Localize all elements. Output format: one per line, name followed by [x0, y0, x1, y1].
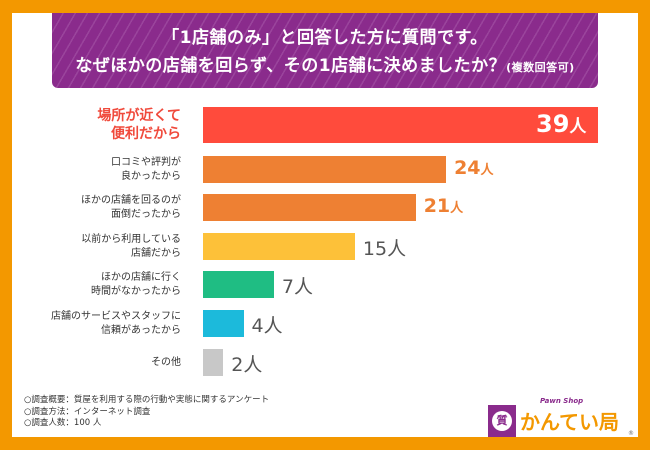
survey-note: ○調査人数：100 人 [24, 418, 102, 428]
chart-panel: 「1店舗のみ」と回答した方に質問です。 なぜほかの店舗を回らず、その1店舗に決め… [12, 13, 638, 437]
category-label: その他 [151, 356, 181, 368]
bar [203, 194, 416, 221]
value-number: 15 [362, 238, 388, 260]
category-label: 口コミや評判が 良かったから [111, 156, 181, 182]
value-label: 4人 [252, 311, 283, 338]
value-unit: 人 [480, 163, 494, 178]
bar [203, 156, 447, 183]
value-label: 39人 [536, 110, 586, 138]
pawn-icon: 質 [492, 411, 512, 431]
registered-mark: ® [628, 430, 634, 437]
value-unit: 人 [387, 238, 407, 260]
category-label: 店舗のサービスやスタッフに 信頼があったから [51, 310, 181, 336]
value-unit: 人 [293, 276, 313, 298]
logo-subtitle: Pawn Shop [540, 397, 584, 405]
question-banner: 「1店舗のみ」と回答した方に質問です。 なぜほかの店舗を回らず、その1店舗に決め… [52, 13, 598, 88]
value-label: 21人 [424, 195, 463, 217]
bar [203, 310, 244, 337]
multiple-answer-note: (複数回答可) [506, 61, 575, 74]
bar [203, 349, 224, 376]
value-number: 21 [423, 195, 451, 217]
bar [203, 233, 355, 260]
survey-notes: ○調査概要：質屋を利用する際の行動や実態に関するアンケート ○調査方法：インター… [24, 395, 269, 430]
question-text: なぜほかの店舗を回らず、その1店舗に決めましたか？ [75, 56, 507, 76]
bar [203, 107, 598, 143]
category-label: ほかの店舗を回るのが 面倒だったから [81, 194, 181, 220]
question-line-1: 「1店舗のみ」と回答した方に質問です。 [162, 28, 488, 48]
value-label: 2人 [231, 350, 262, 377]
bar [203, 271, 274, 298]
category-label: 以前から利用している 店舗だから [81, 233, 181, 259]
survey-note: ○調査方法：インターネット調査 [24, 406, 151, 417]
logo-badge: 質 [488, 405, 516, 437]
category-label: ほかの店舗に行く 時間がなかったから [91, 271, 181, 297]
value-unit: 人 [263, 315, 283, 337]
value-number: 7 [281, 276, 294, 298]
logo-name: かんてい局 [520, 410, 619, 434]
value-number: 2 [231, 354, 244, 376]
value-label: 24人 [454, 157, 493, 179]
value-label: 15人 [363, 234, 406, 261]
value-unit: 人 [569, 117, 587, 137]
value-unit: 人 [450, 201, 464, 216]
question-line-2: なぜほかの店舗を回らず、その1店舗に決めましたか？(複数回答可) [52, 51, 598, 76]
value-unit: 人 [243, 354, 263, 376]
survey-note: ○調査概要：質屋を利用する際の行動や実態に関するアンケート [24, 395, 270, 405]
value-number: 39 [536, 110, 570, 138]
value-number: 24 [454, 157, 481, 179]
value-number: 4 [251, 315, 264, 337]
category-label: 場所が近くて 便利だから [97, 108, 181, 142]
value-label: 7人 [282, 272, 313, 299]
